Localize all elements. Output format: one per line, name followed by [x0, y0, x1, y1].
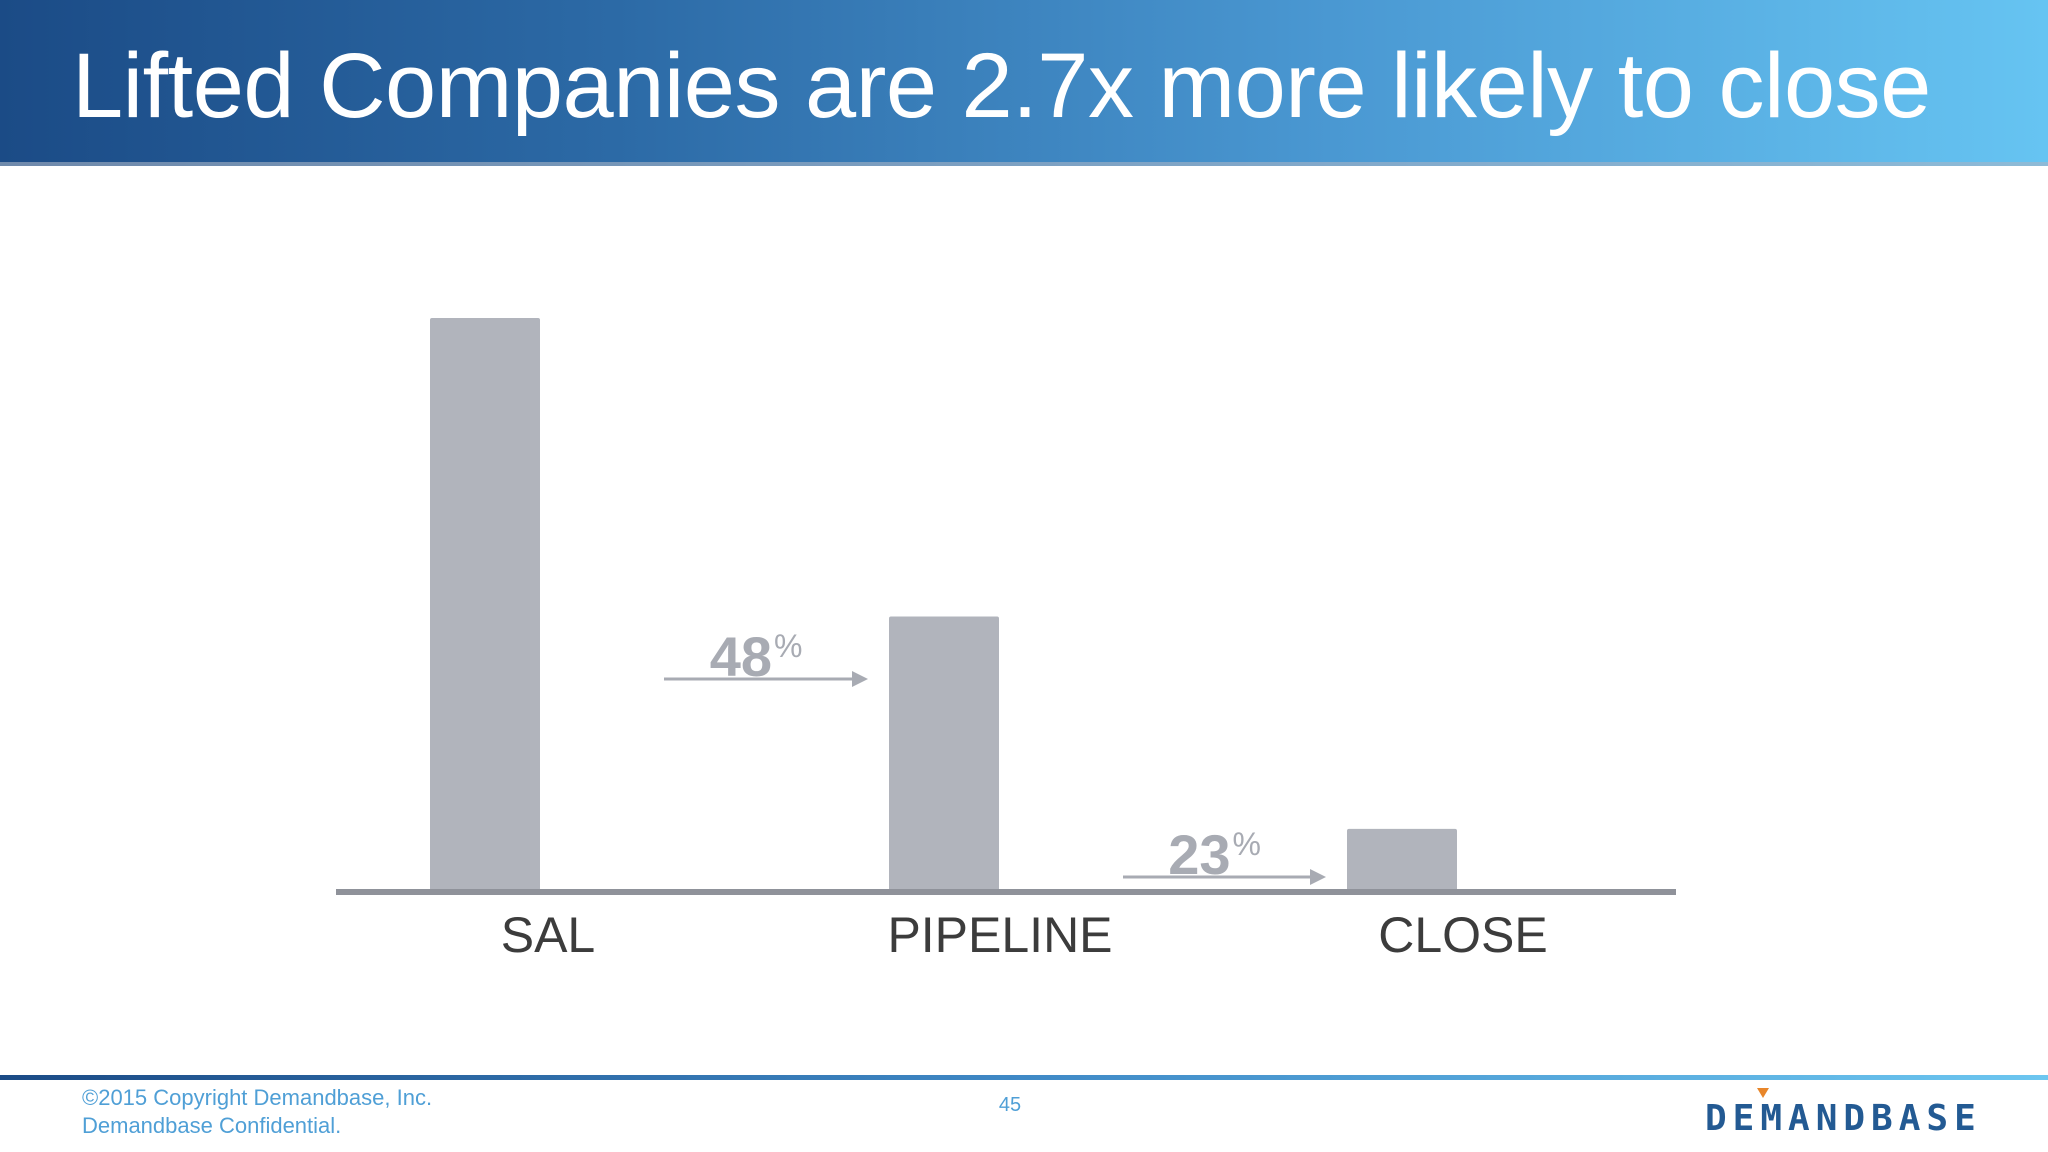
logo-accent-icon [1757, 1088, 1769, 1098]
category-label-sal: SAL [501, 907, 596, 963]
slide-title: Lifted Companies are 2.7x more likely to… [72, 35, 1931, 137]
bar-sal [430, 318, 540, 892]
page-number: 45 [998, 1094, 1022, 1116]
copyright-line-1: ©2015 Copyright Demandbase, Inc. [82, 1085, 433, 1110]
conversion-rate-value: 48 [710, 625, 772, 688]
bar-close [1347, 828, 1457, 892]
copyright-text: ©2015 Copyright Demandbase, Inc. Demandb… [82, 1084, 432, 1140]
conversion-arrowhead-icon [852, 671, 868, 687]
category-label-pipeline: PIPELINE [887, 907, 1112, 963]
copyright-line-2: Demandbase Confidential. [82, 1113, 342, 1138]
header-rule [0, 162, 2048, 166]
demandbase-logo: DEMANDBASE [1705, 1088, 1982, 1139]
conversion-rate-unit: % [774, 628, 802, 664]
conversion-rate-value: 23 [1168, 823, 1230, 886]
category-label-close: CLOSE [1378, 907, 1548, 963]
slide-header: Lifted Companies are 2.7x more likely to… [0, 0, 2048, 166]
footer-rule [0, 1075, 2048, 1080]
conversion-arrowhead-icon [1310, 869, 1326, 885]
logo-text: DEMANDBASE [1705, 1098, 1982, 1139]
conversion-rate-unit: % [1233, 826, 1261, 862]
bar-pipeline [889, 616, 999, 892]
